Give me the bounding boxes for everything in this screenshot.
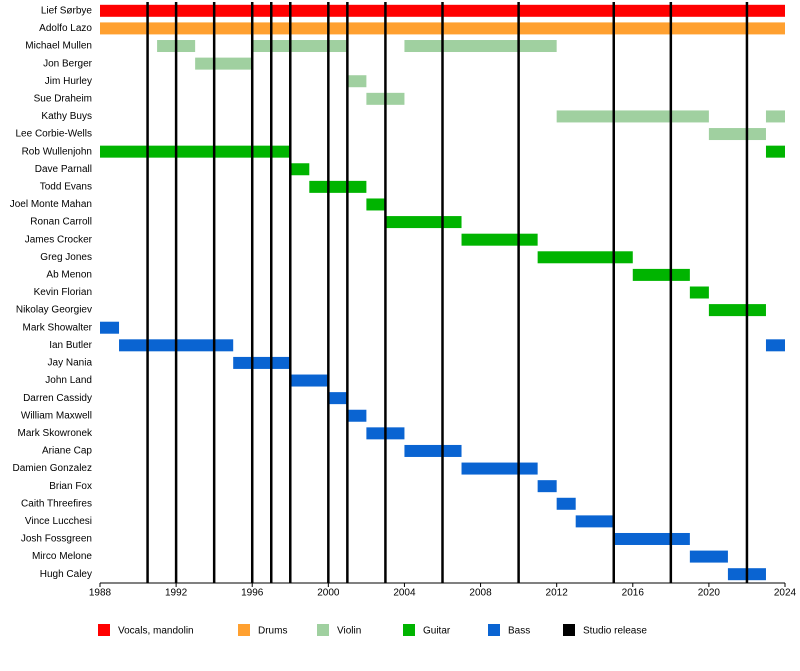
member-label: Jon Berger: [43, 58, 93, 69]
member-label: Hugh Caley: [40, 569, 92, 580]
member-label: Nikolay Georgiev: [16, 305, 92, 316]
member-label: Adolfo Lazo: [39, 23, 92, 34]
tenure-bar: [252, 40, 348, 53]
tenure-bar: [632, 268, 690, 281]
tenure-bar: [708, 304, 766, 317]
member-label: Lief Sørbye: [41, 5, 93, 16]
legend-label: Vocals, mandolin: [118, 626, 194, 637]
tenure-bar: [461, 233, 538, 246]
x-tick-label: 2012: [546, 588, 569, 599]
member-label: James Crocker: [25, 234, 93, 245]
x-tick-label: 2008: [469, 588, 492, 599]
tenure-bar: [708, 128, 766, 141]
legend-swatch: [403, 624, 415, 636]
legend-swatch: [238, 624, 250, 636]
x-tick-label: 1988: [89, 588, 112, 599]
legend-label: Violin: [337, 626, 361, 637]
member-label: Kathy Buys: [41, 111, 92, 122]
tenure-bar: [556, 110, 709, 123]
tenure-bar: [100, 145, 291, 158]
member-label: Ab Menon: [46, 270, 92, 281]
tenure-bar: [537, 480, 557, 493]
tenure-bar: [404, 40, 557, 53]
member-label: Dave Parnall: [35, 164, 92, 175]
member-label: Mark Showalter: [23, 322, 93, 333]
member-label: Ariane Cap: [42, 446, 92, 457]
member-label: Michael Mullen: [25, 41, 92, 52]
tenure-bar: [689, 550, 728, 563]
tenure-bar: [366, 198, 386, 211]
tenure-bar: [613, 532, 690, 545]
member-label: Sue Draheim: [34, 93, 92, 104]
legend-label: Drums: [258, 626, 287, 637]
member-label: John Land: [45, 375, 92, 386]
member-label: Jay Nania: [48, 358, 93, 369]
tenure-bar: [461, 462, 538, 475]
tenure-bar: [195, 57, 253, 70]
member-label: Vince Lucchesi: [25, 516, 92, 527]
legend-swatch: [98, 624, 110, 636]
x-tick-label: 1992: [165, 588, 188, 599]
member-label: Joel Monte Mahan: [10, 199, 92, 210]
member-label: Lee Corbie-Wells: [15, 129, 92, 140]
tenure-bar: [290, 374, 329, 387]
member-label: Jim Hurley: [45, 76, 92, 87]
member-label: Rob Wullenjohn: [22, 146, 92, 157]
x-tick-label: 2000: [317, 588, 340, 599]
tenure-bar: [328, 392, 348, 405]
member-label: Ian Butler: [49, 340, 92, 351]
member-label: Josh Fossgreen: [21, 534, 92, 545]
tenure-bar: [765, 110, 785, 123]
member-label: Darren Cassidy: [23, 393, 92, 404]
member-label: Todd Evans: [40, 182, 92, 193]
x-tick-label: 2020: [698, 588, 721, 599]
tenure-bar: [765, 339, 785, 352]
tenure-bar: [404, 444, 462, 457]
x-tick-label: 1996: [241, 588, 264, 599]
legend-label: Guitar: [423, 626, 451, 637]
legend-swatch: [317, 624, 329, 636]
member-label: Caith Threefires: [21, 498, 92, 509]
member-label: Mark Skowronek: [18, 428, 93, 439]
member-label: Greg Jones: [40, 252, 92, 263]
tenure-bar: [347, 75, 367, 88]
member-label: Mirco Melone: [32, 551, 92, 562]
member-label: Ronan Carroll: [30, 217, 92, 228]
member-label: Brian Fox: [49, 481, 92, 492]
legend-swatch: [563, 624, 575, 636]
tenure-bar: [765, 145, 785, 158]
tenure-bar: [556, 497, 576, 510]
x-tick-label: 2024: [774, 588, 797, 599]
x-tick-label: 2016: [622, 588, 645, 599]
legend-label: Studio release: [583, 626, 647, 637]
x-tick-label: 2004: [393, 588, 416, 599]
tenure-bar: [309, 180, 367, 193]
tenure-bar: [100, 321, 120, 334]
tenure-bar: [537, 251, 633, 264]
tenure-bar: [290, 163, 310, 176]
tenure-bar: [385, 216, 462, 229]
legend-label: Bass: [508, 626, 530, 637]
member-label: Kevin Florian: [34, 287, 92, 298]
member-label: William Maxwell: [21, 410, 92, 421]
tenure-bar: [575, 515, 614, 528]
tenure-bar: [233, 356, 291, 369]
tenure-bar: [347, 409, 367, 422]
tenure-bar: [689, 286, 709, 299]
legend-swatch: [488, 624, 500, 636]
member-label: Damien Gonzalez: [13, 463, 92, 474]
